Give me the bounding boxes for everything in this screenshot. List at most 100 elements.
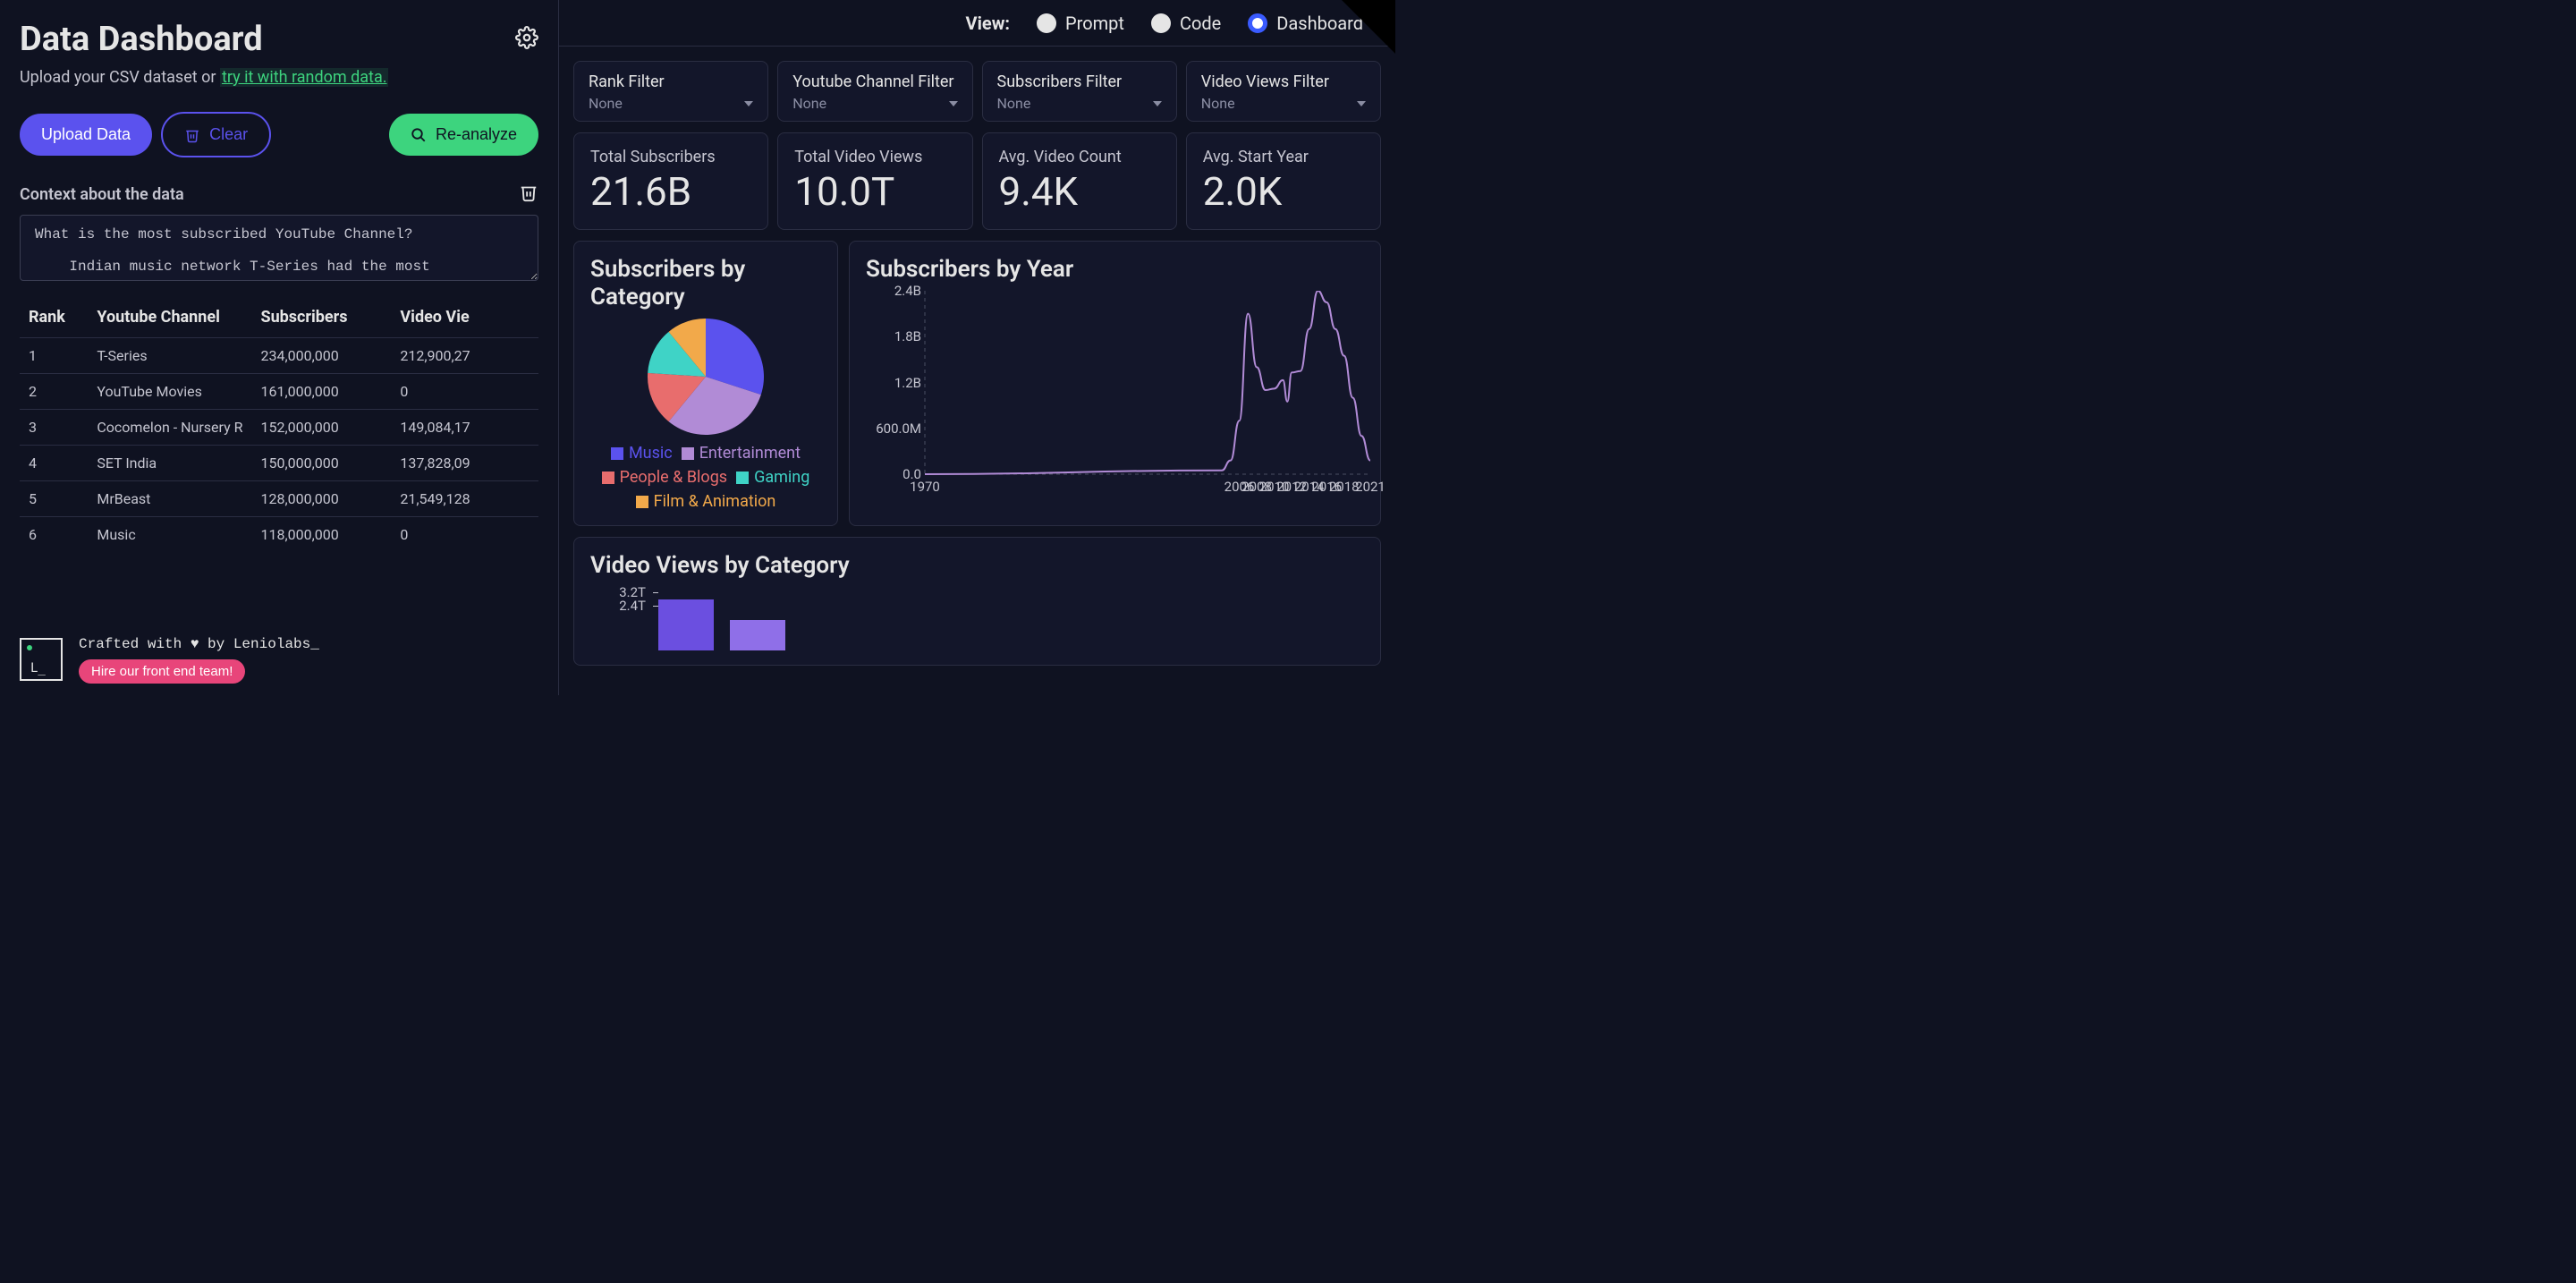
stat-card: Avg. Video Count 9.4K xyxy=(982,132,1177,230)
line-chart-svg xyxy=(866,291,1370,498)
line-chart: 0.0600.0M1.2B1.8B2.4B1970200620082010201… xyxy=(866,291,1364,498)
bar xyxy=(730,620,785,650)
filter-title: Youtube Channel Filter xyxy=(792,72,957,91)
filter-title: Video Views Filter xyxy=(1201,72,1366,91)
y-axis-tick: 1.2B xyxy=(894,375,921,391)
table-header: Youtube Channel xyxy=(88,297,251,338)
chevron-down-icon xyxy=(1357,101,1366,106)
stat-value: 21.6B xyxy=(590,168,751,215)
view-label: View: xyxy=(966,13,1010,34)
clear-context-icon[interactable] xyxy=(519,183,538,206)
upload-data-button[interactable]: Upload Data xyxy=(20,114,152,156)
filter-value: None xyxy=(589,95,623,112)
table-cell: 21,549,128 xyxy=(391,481,538,517)
bar-chart-card: Video Views by Category 3.2T2.4T xyxy=(573,537,1381,665)
stat-value: 10.0T xyxy=(794,168,955,215)
filter-value: None xyxy=(1201,95,1235,112)
y-axis-tick: 1.8B xyxy=(894,328,921,344)
table-header: Subscribers xyxy=(252,297,392,338)
filter-card: Rank Filter None xyxy=(573,61,768,122)
filter-card: Subscribers FilterNone xyxy=(982,61,1177,122)
subtitle: Upload your CSV dataset or try it with r… xyxy=(20,68,538,87)
view-option-label: Code xyxy=(1180,13,1221,34)
filter-dropdown[interactable]: None xyxy=(589,95,753,112)
stat-card: Avg. Start Year2.0K xyxy=(1186,132,1381,230)
legend-swatch xyxy=(636,496,648,508)
legend-swatch xyxy=(736,472,749,484)
table-row[interactable]: 2YouTube Movies161,000,0000 xyxy=(20,374,538,410)
leniolabs-logo: L_ xyxy=(20,638,63,681)
legend-item: Music xyxy=(611,444,673,463)
table-row[interactable]: 5MrBeast128,000,00021,549,128 xyxy=(20,481,538,517)
legend-swatch xyxy=(682,447,694,460)
legend-item: Gaming xyxy=(736,468,809,487)
legend-item: People & Blogs xyxy=(602,468,727,487)
hire-button[interactable]: Hire our front end team! xyxy=(79,659,245,684)
stat-label: Total Video Views xyxy=(794,148,955,166)
table-row[interactable]: 4SET India150,000,000137,828,09 xyxy=(20,446,538,481)
table-cell: 118,000,000 xyxy=(252,517,392,548)
filter-dropdown[interactable]: None xyxy=(792,95,957,112)
y-axis-tick: 600.0M xyxy=(876,421,921,437)
pie-chart xyxy=(634,319,777,435)
view-option-prompt[interactable]: Prompt xyxy=(1037,13,1124,34)
legend-swatch xyxy=(611,447,623,460)
filter-card: Video Views Filter None xyxy=(1186,61,1381,122)
table-row[interactable]: 1T-Series234,000,000212,900,27 xyxy=(20,338,538,374)
filter-title: Rank Filter xyxy=(589,72,753,91)
table-cell: T-Series xyxy=(88,338,251,374)
table-cell: 128,000,000 xyxy=(252,481,392,517)
filter-dropdown[interactable]: None xyxy=(1201,95,1366,112)
reanalyze-button[interactable]: Re-analyze xyxy=(389,114,538,156)
random-data-link[interactable]: try it with random data. xyxy=(220,68,389,87)
trash-icon xyxy=(519,183,538,202)
y-axis-tick: 2.4T xyxy=(619,598,646,614)
table-cell: 4 xyxy=(20,446,88,481)
table-header: Rank xyxy=(20,297,88,338)
view-option-code[interactable]: Code xyxy=(1151,13,1221,34)
table-cell: 5 xyxy=(20,481,88,517)
table-row[interactable]: 3Cocomelon - Nursery R152,000,000149,084… xyxy=(20,410,538,446)
chevron-down-icon xyxy=(949,101,958,106)
table-cell: MrBeast xyxy=(88,481,251,517)
page-title: Data Dashboard xyxy=(20,20,263,59)
corner-badge xyxy=(1342,0,1395,54)
table-cell: 2 xyxy=(20,374,88,410)
filter-dropdown[interactable]: None xyxy=(997,95,1162,112)
radio-icon xyxy=(1151,13,1171,33)
x-axis-tick: 2021 xyxy=(1355,479,1385,495)
context-textarea[interactable]: What is the most subscribed YouTube Chan… xyxy=(20,215,538,281)
gear-icon[interactable] xyxy=(515,26,538,53)
filter-card: Youtube Channel Filter None xyxy=(777,61,972,122)
table-cell: 234,000,000 xyxy=(252,338,392,374)
table-cell: 0 xyxy=(391,374,538,410)
filter-value: None xyxy=(792,95,826,112)
table-cell: 0 xyxy=(391,517,538,548)
table-cell: 149,084,17 xyxy=(391,410,538,446)
radio-icon xyxy=(1037,13,1056,33)
table-cell: 212,900,27 xyxy=(391,338,538,374)
stat-value: 9.4K xyxy=(999,168,1160,215)
table-cell: Cocomelon - Nursery R xyxy=(88,410,251,446)
table-header: Video Vie xyxy=(391,297,538,338)
pie-chart-title: Subscribers by Category xyxy=(590,256,821,311)
chevron-down-icon xyxy=(1153,101,1162,106)
filter-value: None xyxy=(997,95,1031,112)
line-chart-title: Subscribers by Year xyxy=(866,256,1364,284)
x-axis-tick: 1970 xyxy=(910,479,940,495)
bar-chart: 3.2T2.4T xyxy=(590,588,1364,650)
table-cell: 3 xyxy=(20,410,88,446)
stat-card: Total Video Views 10.0T xyxy=(777,132,972,230)
table-cell: YouTube Movies xyxy=(88,374,251,410)
legend-swatch xyxy=(602,472,614,484)
legend-item: Film & Animation xyxy=(636,492,776,511)
stat-value: 2.0K xyxy=(1203,168,1364,215)
table-row[interactable]: 6Music118,000,0000 xyxy=(20,517,538,548)
table-cell: 6 xyxy=(20,517,88,548)
line-chart-card: Subscribers by Year 0.0600.0M1.2B1.8B2.4… xyxy=(849,241,1381,526)
stat-label: Avg. Video Count xyxy=(999,148,1160,166)
clear-button[interactable]: Clear xyxy=(161,112,271,157)
footer-crafted: Crafted with ♥ by Leniolabs_ xyxy=(79,636,319,652)
bar xyxy=(658,599,714,650)
y-axis-tick: 2.4B xyxy=(894,283,921,299)
